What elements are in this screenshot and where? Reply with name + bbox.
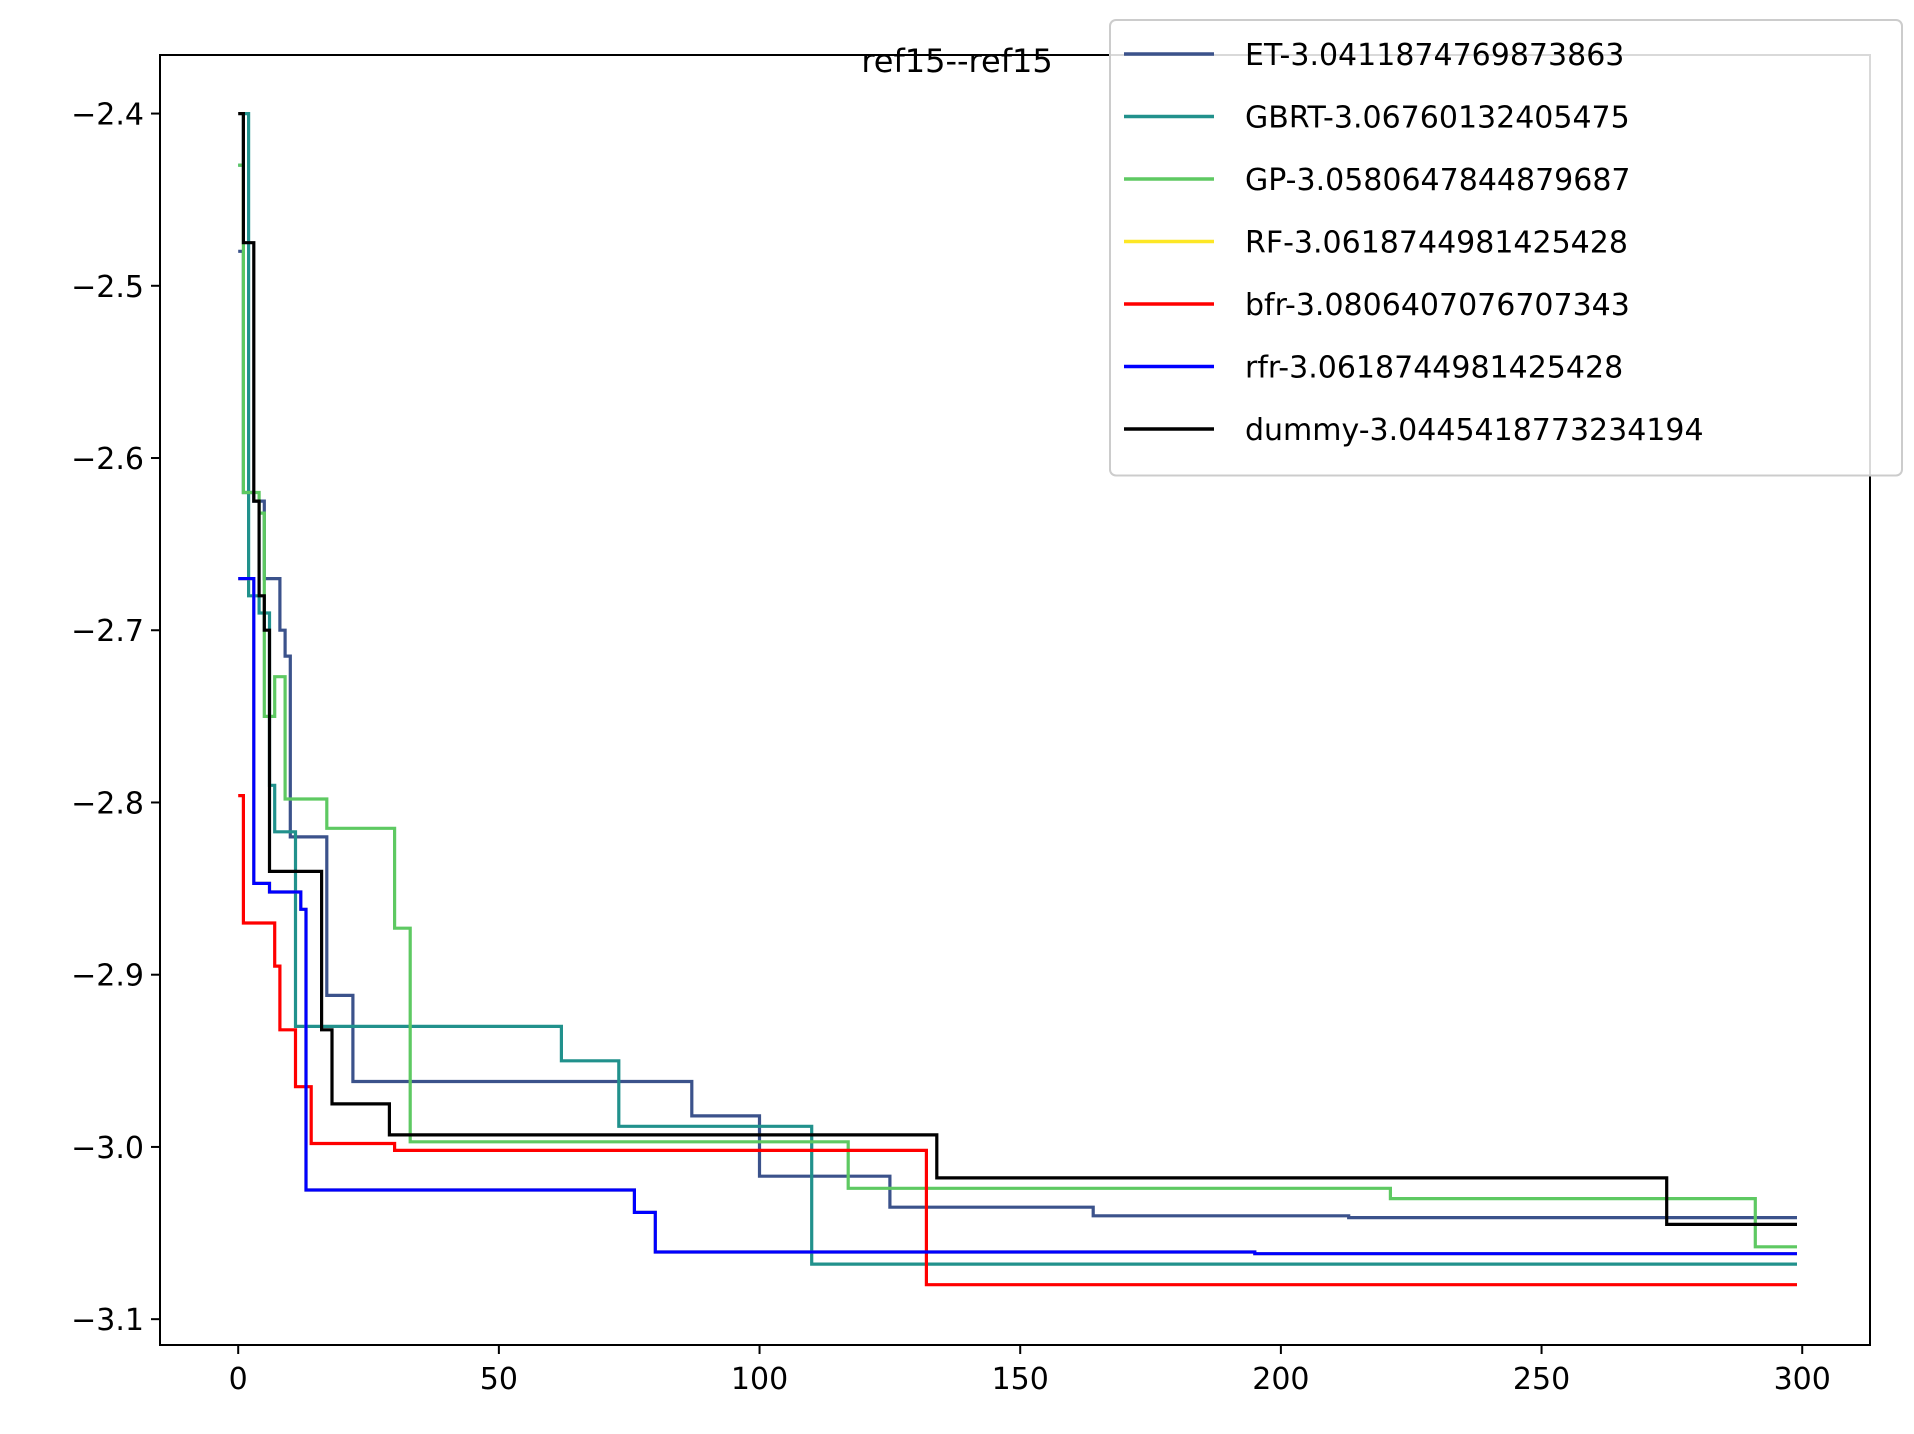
x-axis: 0 50 100 150 200 250 300 <box>229 1345 1831 1397</box>
chart-title: ref15--ref15 <box>861 42 1052 80</box>
legend-label: dummy-3.0445418773234194 <box>1245 413 1704 448</box>
series-line-5 <box>238 577 1797 1256</box>
y-tick-label: −2.8 <box>71 786 144 821</box>
series-layer <box>238 112 1797 1287</box>
legend-label: bfr-3.0806407076707343 <box>1245 288 1630 323</box>
x-tick-label: 300 <box>1774 1362 1831 1397</box>
x-tick-label: 200 <box>1252 1362 1309 1397</box>
y-tick-label: −2.4 <box>71 98 144 133</box>
legend-box <box>1109 19 1903 477</box>
y-tick-label: −2.7 <box>71 614 144 649</box>
legend-label: RF-3.0618744981425428 <box>1245 226 1628 261</box>
legend-label: ET-3.0411874769873863 <box>1245 38 1624 73</box>
x-tick-label: 100 <box>731 1362 788 1397</box>
x-tick-label: 0 <box>229 1362 248 1397</box>
y-tick-label: −2.9 <box>71 959 144 994</box>
plot-frame <box>159 54 1871 1346</box>
x-tick-label: 50 <box>480 1362 518 1397</box>
y-tick-label: −2.6 <box>71 442 144 477</box>
series-line-6 <box>238 112 1797 1226</box>
series-line-1 <box>238 112 1797 1266</box>
y-tick-label: −2.5 <box>71 270 144 305</box>
y-tick-label: −3.1 <box>71 1303 144 1338</box>
y-axis: −2.4 −2.5 −2.6 −2.7 −2.8 −2.9 −3.0 −3.1 <box>71 98 160 1338</box>
legend-label: GBRT-3.06760132405475 <box>1245 101 1630 136</box>
series-line-3 <box>238 577 1797 1256</box>
legend: ET-3.0411874769873863 GBRT-3.067601324054… <box>1109 19 1903 477</box>
series-line-4 <box>238 794 1797 1287</box>
y-tick-label: −3.0 <box>71 1131 144 1166</box>
x-tick-label: 150 <box>992 1362 1049 1397</box>
legend-label: GP-3.0580647844879687 <box>1245 163 1631 198</box>
legend-label: rfr-3.0618744981425428 <box>1245 351 1623 386</box>
x-tick-label: 250 <box>1513 1362 1570 1397</box>
